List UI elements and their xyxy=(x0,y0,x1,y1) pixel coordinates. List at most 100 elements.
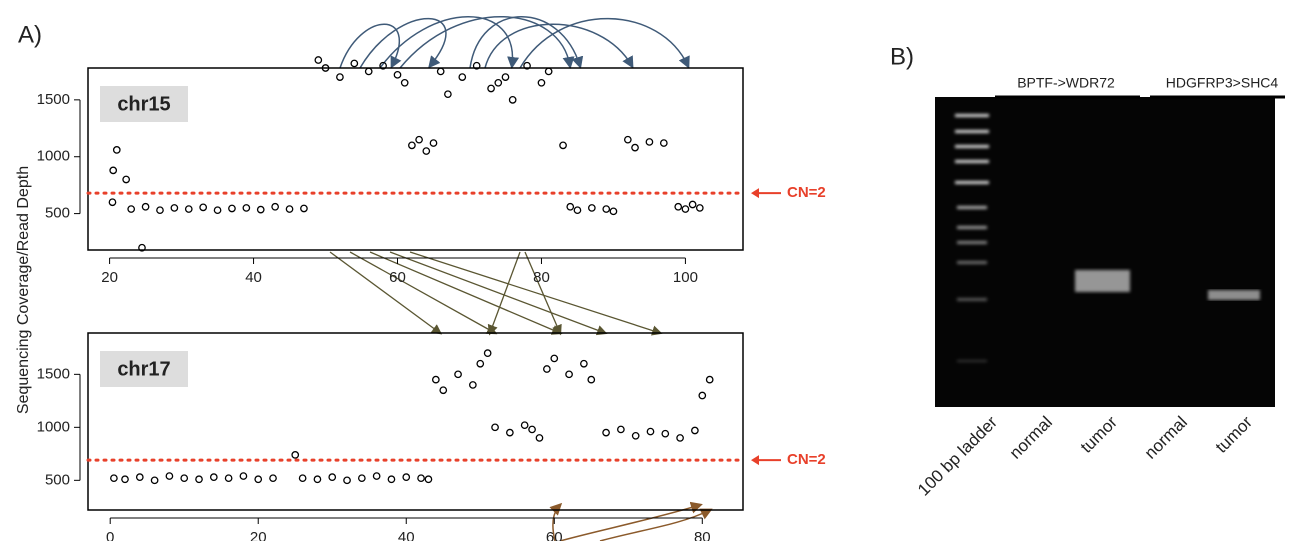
point xyxy=(394,72,400,78)
point xyxy=(477,361,483,367)
point xyxy=(272,204,278,210)
point xyxy=(588,376,594,382)
point xyxy=(603,206,609,212)
point xyxy=(544,366,550,372)
x-tick-label: 60 xyxy=(389,269,406,286)
point xyxy=(521,422,527,428)
point xyxy=(388,476,394,482)
point xyxy=(196,476,202,482)
y-tick-label: 500 xyxy=(45,471,70,488)
point xyxy=(425,476,431,482)
x-tick-label: 80 xyxy=(694,529,711,541)
lane-label: normal xyxy=(1006,413,1056,463)
point xyxy=(509,97,515,103)
point xyxy=(315,57,321,63)
y-tick-label: 1500 xyxy=(37,365,70,382)
point xyxy=(567,204,573,210)
lane-label: 100 bp ladder xyxy=(914,412,1001,499)
point xyxy=(566,371,572,377)
x-tick-label: 100 xyxy=(673,269,698,286)
point xyxy=(111,475,117,481)
point xyxy=(545,68,551,74)
point xyxy=(270,475,276,481)
y-tick-label: 500 xyxy=(45,205,70,222)
x-tick-label: 40 xyxy=(398,529,415,541)
point xyxy=(682,206,688,212)
point xyxy=(151,477,157,483)
point xyxy=(142,204,148,210)
point xyxy=(538,80,544,86)
lane-label: normal xyxy=(1141,413,1191,463)
point xyxy=(646,139,652,145)
panel-label: A) xyxy=(18,21,42,48)
point xyxy=(492,424,498,430)
point xyxy=(423,148,429,154)
point xyxy=(123,176,129,182)
point xyxy=(286,206,292,212)
point xyxy=(697,205,703,211)
panel-label: B) xyxy=(890,43,914,70)
point xyxy=(502,74,508,80)
figure: A) B) Sequencing Coverage/Read Depth xyxy=(0,0,1298,541)
point xyxy=(632,433,638,439)
point xyxy=(157,207,163,213)
point xyxy=(299,475,305,481)
point xyxy=(536,435,542,441)
point xyxy=(109,199,115,205)
point xyxy=(314,476,320,482)
point xyxy=(625,136,631,142)
point xyxy=(589,205,595,211)
point xyxy=(258,206,264,212)
point xyxy=(484,350,490,356)
gel-header: BPTF->WDR72 xyxy=(1017,75,1115,91)
reference-arrowhead xyxy=(751,455,759,465)
lane-label: tumor xyxy=(1212,412,1256,456)
x-tick-label: 20 xyxy=(101,269,118,286)
point xyxy=(699,392,705,398)
point xyxy=(373,473,379,479)
point xyxy=(459,74,465,80)
point xyxy=(661,140,667,146)
point xyxy=(337,74,343,80)
point xyxy=(470,382,476,388)
y-tick-label: 1000 xyxy=(37,418,70,435)
point xyxy=(507,429,513,435)
chart-title: chr17 xyxy=(117,358,170,380)
point xyxy=(359,475,365,481)
point xyxy=(110,167,116,173)
gel: BPTF->WDR72 HDGFRP3>SHC4 100 bp ladder n… xyxy=(914,75,1285,500)
reference-label: CN=2 xyxy=(787,451,826,468)
point xyxy=(186,206,192,212)
x-tick-label: 20 xyxy=(250,529,267,541)
point xyxy=(647,428,653,434)
point xyxy=(430,140,436,146)
y-tick-label: 1000 xyxy=(37,148,70,165)
reference-arrowhead xyxy=(751,188,759,198)
point xyxy=(495,80,501,86)
point xyxy=(403,474,409,480)
point xyxy=(171,205,177,211)
point xyxy=(560,142,566,148)
point xyxy=(181,475,187,481)
point xyxy=(662,430,668,436)
chart-title: chr15 xyxy=(117,93,170,115)
x-tick-label: 0 xyxy=(106,529,114,541)
point xyxy=(416,136,422,142)
arcs-top xyxy=(340,17,688,68)
point xyxy=(166,473,172,479)
point xyxy=(445,91,451,97)
y-tick-label: 1500 xyxy=(37,91,70,108)
point xyxy=(437,68,443,74)
point xyxy=(255,476,261,482)
point xyxy=(211,474,217,480)
point xyxy=(225,475,231,481)
point xyxy=(114,147,120,153)
point xyxy=(344,477,350,483)
reference-label: CN=2 xyxy=(787,184,826,201)
point xyxy=(551,355,557,361)
point xyxy=(409,142,415,148)
point xyxy=(488,85,494,91)
point xyxy=(229,205,235,211)
x-tick-label: 40 xyxy=(245,269,262,286)
point xyxy=(618,426,624,432)
